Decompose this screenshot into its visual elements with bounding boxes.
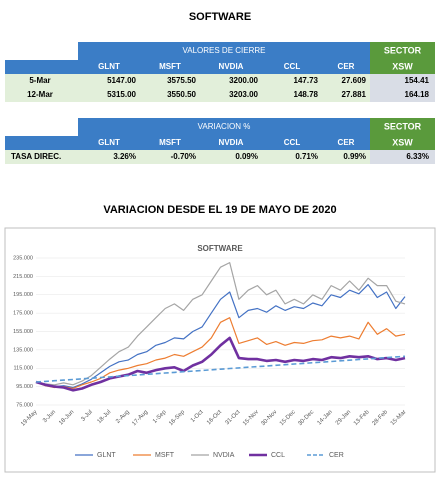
cell-value: 3575.50 [167,76,196,85]
column-header: CER [338,62,355,71]
y-tick-label: 175.000 [13,311,33,317]
column-header: CCL [284,62,301,71]
column-header: GLNT [98,62,120,71]
cell-value: -0.70% [171,152,196,161]
sector-value: 154.41 [405,76,430,85]
column-header: NVDIA [219,138,244,147]
series-line [35,336,406,392]
cell-value: 27.609 [342,76,367,85]
legend-label: NVDIA [213,452,235,459]
row-label: 12-Mar [27,90,53,99]
sector-header: SECTOR [384,121,422,131]
row-label: TASA DIREC. [11,152,61,161]
cell-value: 0.99% [343,152,366,161]
header-row [5,60,370,74]
y-tick-label: 195.000 [13,292,33,298]
sector-value-bg [370,150,435,164]
chart-title: SOFTWARE [197,244,243,253]
y-tick-label: 115.000 [14,366,33,372]
sector-value-bg [370,74,435,88]
sector-sub: XSW [392,61,413,71]
cell-value: 147.73 [294,76,319,85]
sector-value: 6.33% [406,152,429,161]
table-header: VARIACION % [198,122,251,131]
row-label: 5-Mar [29,76,50,85]
y-tick-label: 95.000 [16,384,33,390]
header-cell [78,118,370,136]
sector-value-bg [370,88,435,102]
y-tick-label: 215.000 [13,274,33,280]
cell-value: 0.09% [235,152,258,161]
table-header: VALORES DE CIERRE [183,46,266,55]
section-title: VARIACION DESDE EL 19 DE MAYO DE 2020 [103,204,336,216]
row-bg [5,74,370,88]
cell-value: 0.71% [295,152,318,161]
sector-sub: XSW [392,137,413,147]
cell-value: 27.881 [342,90,367,99]
legend-label: CCL [271,452,285,459]
sector-cell [370,118,435,150]
sector-value: 164.18 [405,90,430,99]
sector-header: SECTOR [384,45,422,55]
column-header: CCL [284,138,301,147]
legend-label: GLNT [97,452,116,459]
y-tick-label: 155.000 [13,329,33,335]
page-title: SOFTWARE [189,11,251,23]
cell-value: 3.26% [113,152,136,161]
column-header: NVDIA [219,62,244,71]
cell-value: 3550.50 [167,90,196,99]
cell-value: 148.78 [294,90,319,99]
y-tick-label: 75.000 [16,402,33,408]
y-tick-label: 235.000 [13,255,33,261]
y-tick-label: 135.000 [13,347,33,353]
row-bg [5,88,370,102]
series-line [35,262,406,386]
cell-value: 5315.00 [107,90,136,99]
series-line [35,317,406,390]
sector-cell [370,42,435,74]
column-header: MSFT [159,62,181,71]
legend-label: CER [329,452,344,459]
header-row [5,136,370,150]
series-line [35,284,406,389]
series-line [35,355,406,383]
legend-label: MSFT [155,452,175,459]
column-header: MSFT [159,138,181,147]
column-header: GLNT [98,138,120,147]
cell-value: 5147.00 [107,76,136,85]
header-cell [78,42,370,60]
row-bg [5,150,370,164]
column-header: CER [338,138,355,147]
cell-value: 3203.00 [229,90,258,99]
cell-value: 3200.00 [229,76,258,85]
